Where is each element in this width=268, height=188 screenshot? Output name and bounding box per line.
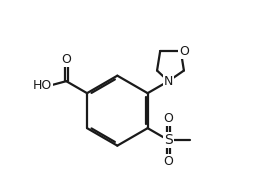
Text: O: O: [61, 53, 71, 66]
Text: HO: HO: [33, 79, 52, 92]
Text: O: O: [163, 155, 173, 168]
Text: O: O: [163, 112, 173, 125]
Text: N: N: [164, 75, 173, 88]
Text: S: S: [164, 133, 173, 147]
Text: O: O: [179, 45, 189, 58]
